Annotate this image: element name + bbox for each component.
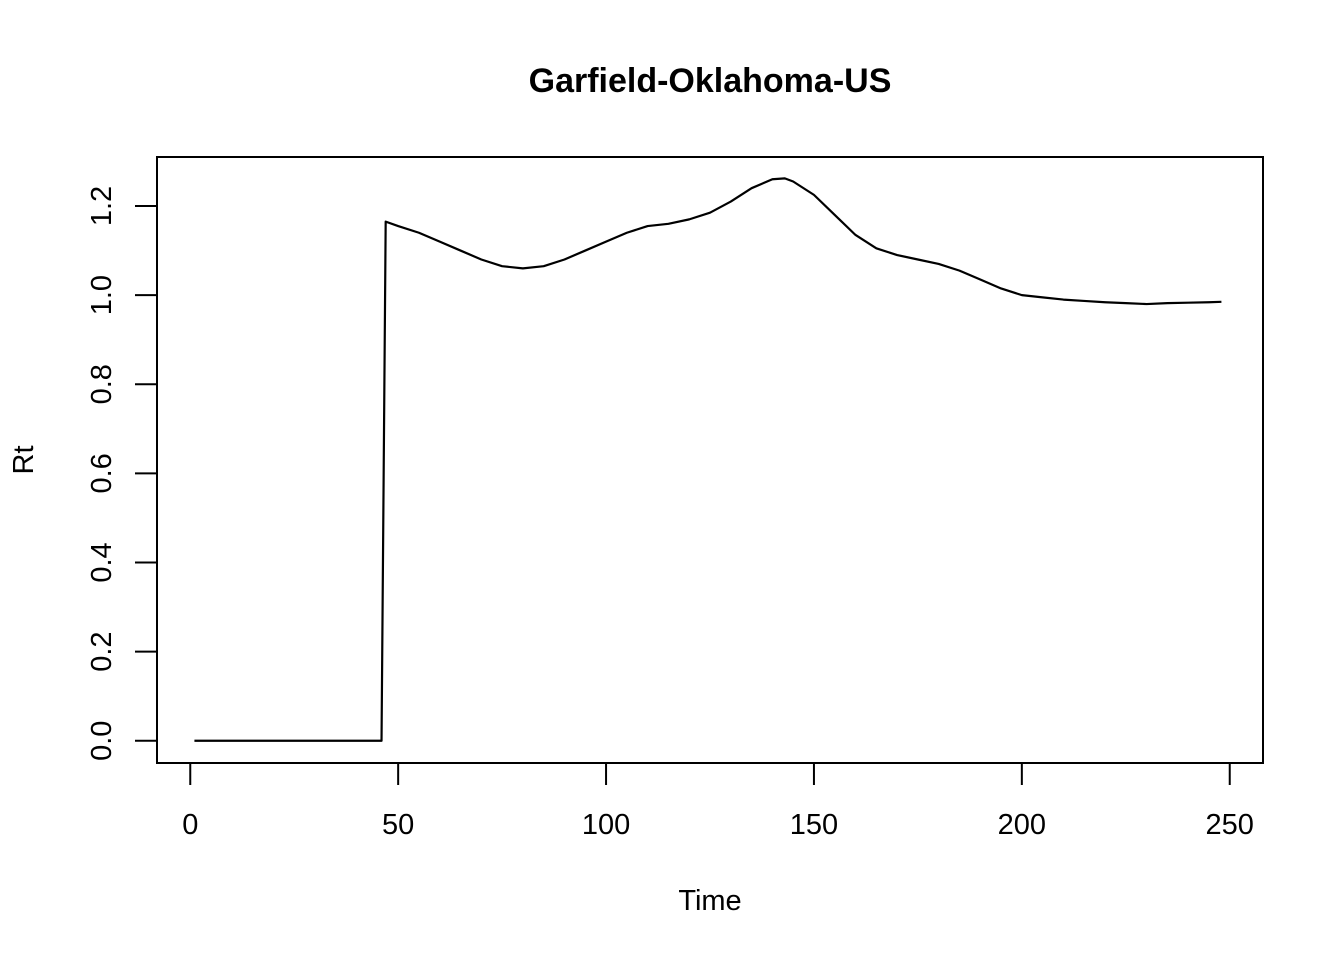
plot-frame <box>156 156 1264 764</box>
x-tick-label: 150 <box>790 809 838 841</box>
x-tick-label: 200 <box>998 809 1046 841</box>
y-tick-label: 1.2 <box>86 186 118 226</box>
x-axis: 0 50 100 150 200 250 <box>182 762 1254 841</box>
y-tick-label: 0.0 <box>86 721 118 761</box>
series-layer <box>194 177 1222 742</box>
x-tick-label: 50 <box>382 809 414 841</box>
y-tick-label: 0.4 <box>86 542 118 582</box>
y-axis-label: Rt <box>8 446 40 475</box>
x-axis-label: Time <box>678 885 741 917</box>
y-tick-label: 0.2 <box>86 631 118 671</box>
x-tick-label: 100 <box>582 809 630 841</box>
y-tick-label: 0.8 <box>86 364 118 404</box>
x-tick-label: 0 <box>182 809 198 841</box>
chart-title: Garfield-Oklahoma-US <box>529 62 892 100</box>
y-axis: 0.0 0.2 0.4 0.6 0.8 1.0 1.2 <box>86 186 158 761</box>
y-tick-label: 0.6 <box>86 453 118 493</box>
y-tick-label: 1.0 <box>86 275 118 315</box>
x-tick-label: 250 <box>1206 809 1254 841</box>
series-line <box>194 177 1222 742</box>
